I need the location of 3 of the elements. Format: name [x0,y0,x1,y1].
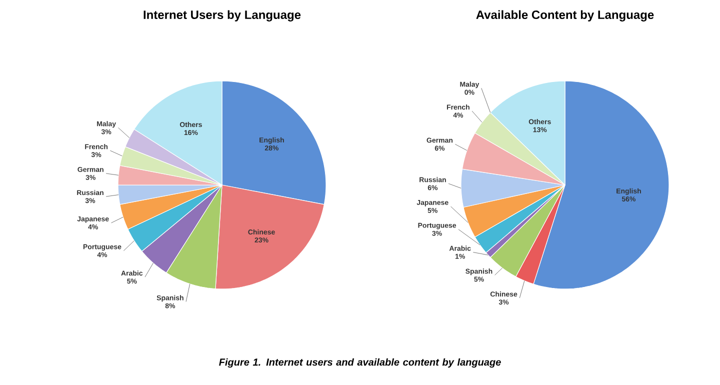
chart-title: Available Content by Language [476,10,654,22]
caption: Figure 1. Internet users and available content by language [219,358,501,368]
chart-title: Internet Users by Language [144,10,301,22]
